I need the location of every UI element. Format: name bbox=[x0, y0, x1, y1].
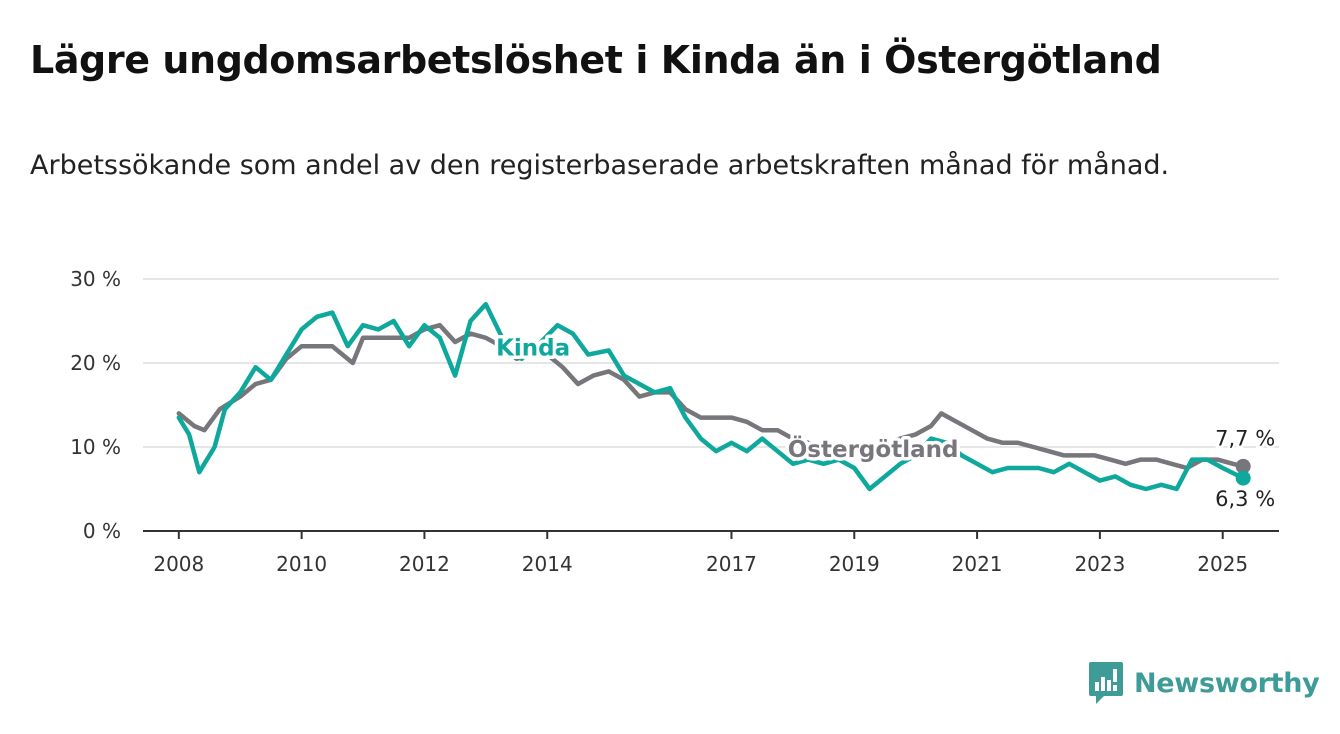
x-tick-label: 2023 bbox=[1074, 552, 1125, 576]
axes: 0 % 10 % 20 % 30 % 2008 2010 2012 2014 2017 2019 2… bbox=[70, 267, 1279, 576]
ostergotland-series-label: Östergötland bbox=[788, 435, 959, 463]
ostergotland-end-dot bbox=[1235, 458, 1251, 474]
y-tick-label: 10 % bbox=[70, 435, 121, 459]
x-tick-label: 2014 bbox=[522, 552, 573, 576]
x-tick-label: 2025 bbox=[1197, 552, 1248, 576]
gridlines bbox=[143, 278, 1279, 448]
kinda-end-label: 6,3 % bbox=[1215, 487, 1275, 511]
y-tick-label: 0 % bbox=[83, 519, 121, 543]
kinda-end-dot bbox=[1235, 470, 1251, 486]
brand-logo: Newsworthy bbox=[1088, 660, 1320, 706]
series-lines bbox=[176, 301, 1251, 492]
x-tick-label: 2012 bbox=[399, 552, 450, 576]
ostergotland-end-label: 7,7 % bbox=[1215, 426, 1275, 450]
chart-subtitle: Arbetssökande som andel av den registerb… bbox=[30, 150, 1170, 181]
x-tick-label: 2021 bbox=[952, 552, 1003, 576]
y-tick-label: 20 % bbox=[70, 351, 121, 375]
kinda-series-label: Kinda bbox=[496, 335, 570, 361]
x-tick-label: 2019 bbox=[829, 552, 880, 576]
chart-title: Lägre ungdomsarbetslöshet i Kinda än i Ö… bbox=[30, 38, 1162, 82]
kinda-line bbox=[176, 301, 1246, 492]
newsworthy-logo-icon bbox=[1089, 662, 1123, 704]
ostergotland-line bbox=[176, 322, 1246, 471]
x-tick-label: 2010 bbox=[276, 552, 327, 576]
series-labels: Kinda Östergötland 7,7 % 6,3 % bbox=[493, 332, 1278, 513]
x-tick-label: 2017 bbox=[706, 552, 757, 576]
x-tick-label: 2008 bbox=[153, 552, 204, 576]
brand-name: Newsworthy bbox=[1134, 667, 1320, 699]
y-tick-label: 30 % bbox=[70, 267, 121, 291]
